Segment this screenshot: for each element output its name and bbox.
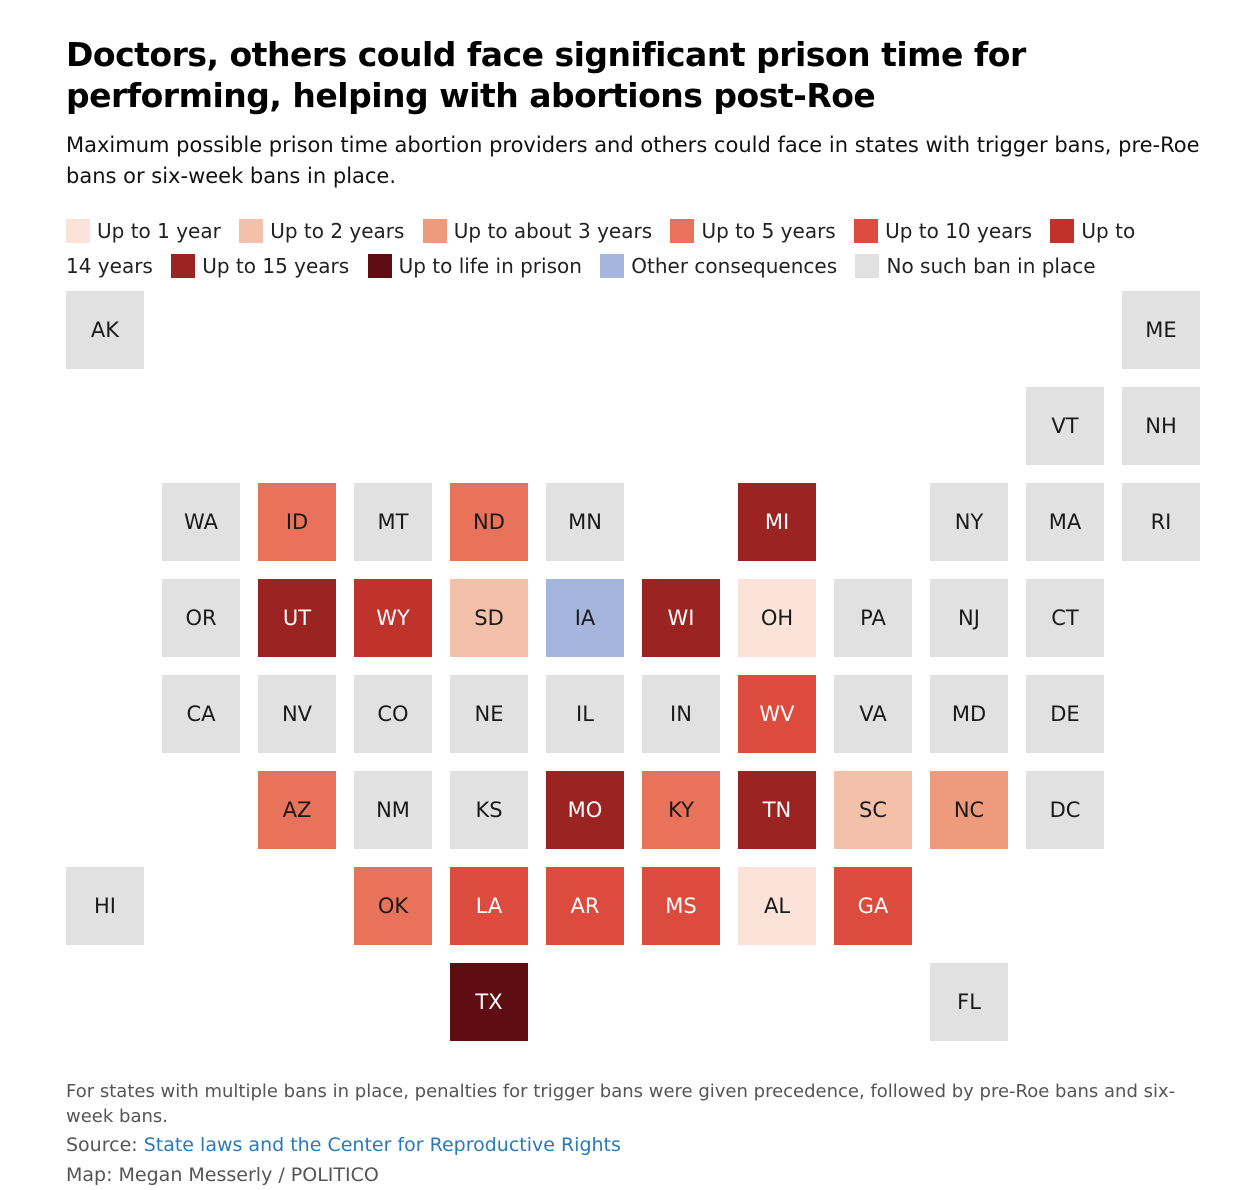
state-tile-nh[interactable]: NH bbox=[1122, 387, 1200, 465]
state-tile-ri[interactable]: RI bbox=[1122, 483, 1200, 561]
state-tile-dc[interactable]: DC bbox=[1026, 771, 1104, 849]
state-tile-ar[interactable]: AR bbox=[546, 867, 624, 945]
legend-label: Up to life in prison bbox=[398, 254, 582, 278]
legend-item-y3: Up to about 3 years bbox=[422, 219, 653, 243]
state-tile-id[interactable]: ID bbox=[258, 483, 336, 561]
legend-swatch-y3 bbox=[422, 219, 447, 243]
state-tile-mi[interactable]: MI bbox=[738, 483, 816, 561]
legend-label: Up to 1 year bbox=[97, 219, 221, 243]
state-tile-nj[interactable]: NJ bbox=[930, 579, 1008, 657]
state-tile-ma[interactable]: MA bbox=[1026, 483, 1104, 561]
legend-swatch-y14 bbox=[1050, 219, 1075, 243]
state-tile-pa[interactable]: PA bbox=[834, 579, 912, 657]
legend-item-life: Up to life in prison bbox=[367, 254, 582, 278]
state-tile-ne[interactable]: NE bbox=[450, 675, 528, 753]
state-tile-al[interactable]: AL bbox=[738, 867, 816, 945]
state-tile-or[interactable]: OR bbox=[162, 579, 240, 657]
state-tile-mn[interactable]: MN bbox=[546, 483, 624, 561]
state-tile-nv[interactable]: NV bbox=[258, 675, 336, 753]
legend-label: Up to 5 years bbox=[701, 219, 836, 243]
source-prefix: Source: bbox=[66, 1134, 144, 1156]
legend-item-none: No such ban in place bbox=[855, 254, 1096, 278]
credit-line: Map: Megan Messerly / POLITICO bbox=[66, 1164, 379, 1186]
state-tile-co[interactable]: CO bbox=[354, 675, 432, 753]
legend-item-y14: Up to 14 years bbox=[66, 219, 1135, 278]
legend-swatch-other bbox=[600, 254, 625, 278]
state-tile-va[interactable]: VA bbox=[834, 675, 912, 753]
state-tile-ut[interactable]: UT bbox=[258, 579, 336, 657]
chart-title: Doctors, others could face significant p… bbox=[66, 35, 1026, 115]
state-tile-de[interactable]: DE bbox=[1026, 675, 1104, 753]
state-tile-mt[interactable]: MT bbox=[354, 483, 432, 561]
chart-subtitle: Maximum possible prison time abortion pr… bbox=[66, 133, 1200, 188]
legend-item-y15: Up to 15 years bbox=[171, 254, 349, 278]
legend-label: No such ban in place bbox=[886, 254, 1096, 278]
legend-label: Up to 2 years bbox=[270, 219, 405, 243]
state-tile-nc[interactable]: NC bbox=[930, 771, 1008, 849]
state-tile-nm[interactable]: NM bbox=[354, 771, 432, 849]
state-tile-ks[interactable]: KS bbox=[450, 771, 528, 849]
legend-item-y10: Up to 10 years bbox=[854, 219, 1032, 243]
legend-item-other: Other consequences bbox=[600, 254, 837, 278]
state-tile-wy[interactable]: WY bbox=[354, 579, 432, 657]
source-line: Source: State laws and the Center for Re… bbox=[66, 1133, 621, 1158]
state-tile-ky[interactable]: KY bbox=[642, 771, 720, 849]
state-tile-fl[interactable]: FL bbox=[930, 963, 1008, 1041]
state-tile-wa[interactable]: WA bbox=[162, 483, 240, 561]
state-tile-me[interactable]: ME bbox=[1122, 291, 1200, 369]
legend-item-y1: Up to 1 year bbox=[66, 219, 221, 243]
state-tile-wi[interactable]: WI bbox=[642, 579, 720, 657]
legend: Up to 1 year Up to 2 years Up to about 3… bbox=[66, 214, 1146, 284]
state-tile-md[interactable]: MD bbox=[930, 675, 1008, 753]
state-tile-vt[interactable]: VT bbox=[1026, 387, 1104, 465]
state-tile-hi[interactable]: HI bbox=[66, 867, 144, 945]
legend-swatch-y5 bbox=[670, 219, 695, 243]
legend-label: Up to 15 years bbox=[202, 254, 350, 278]
legend-label: Other consequences bbox=[631, 254, 838, 278]
state-tile-oh[interactable]: OH bbox=[738, 579, 816, 657]
state-tile-sd[interactable]: SD bbox=[450, 579, 528, 657]
legend-swatch-y1 bbox=[66, 219, 90, 243]
state-tile-ms[interactable]: MS bbox=[642, 867, 720, 945]
state-tile-az[interactable]: AZ bbox=[258, 771, 336, 849]
state-tile-ny[interactable]: NY bbox=[930, 483, 1008, 561]
legend-swatch-none bbox=[855, 254, 880, 278]
state-tile-in[interactable]: IN bbox=[642, 675, 720, 753]
legend-item-y2: Up to 2 years bbox=[239, 219, 404, 243]
state-tile-ga[interactable]: GA bbox=[834, 867, 912, 945]
state-tile-mo[interactable]: MO bbox=[546, 771, 624, 849]
state-tile-tn[interactable]: TN bbox=[738, 771, 816, 849]
state-tile-il[interactable]: IL bbox=[546, 675, 624, 753]
source-link[interactable]: State laws and the Center for Reproducti… bbox=[143, 1134, 621, 1156]
state-tile-ak[interactable]: AK bbox=[66, 291, 144, 369]
state-tile-tx[interactable]: TX bbox=[450, 963, 528, 1041]
legend-swatch-y15 bbox=[171, 254, 196, 278]
state-tile-ct[interactable]: CT bbox=[1026, 579, 1104, 657]
legend-swatch-y10 bbox=[854, 219, 879, 243]
state-tile-wv[interactable]: WV bbox=[738, 675, 816, 753]
legend-label: Up to 14 years bbox=[66, 219, 1136, 278]
legend-swatch-y2 bbox=[239, 219, 264, 243]
state-tile-la[interactable]: LA bbox=[450, 867, 528, 945]
state-tile-ia[interactable]: IA bbox=[546, 579, 624, 657]
state-tile-ok[interactable]: OK bbox=[354, 867, 432, 945]
footnote: For states with multiple bans in place, … bbox=[66, 1081, 1176, 1127]
legend-swatch-life bbox=[367, 254, 392, 278]
state-tile-nd[interactable]: ND bbox=[450, 483, 528, 561]
legend-label: Up to about 3 years bbox=[453, 219, 653, 243]
state-tile-ca[interactable]: CA bbox=[162, 675, 240, 753]
legend-item-y5: Up to 5 years bbox=[670, 219, 836, 243]
state-tile-sc[interactable]: SC bbox=[834, 771, 912, 849]
legend-label: Up to 10 years bbox=[885, 219, 1033, 243]
